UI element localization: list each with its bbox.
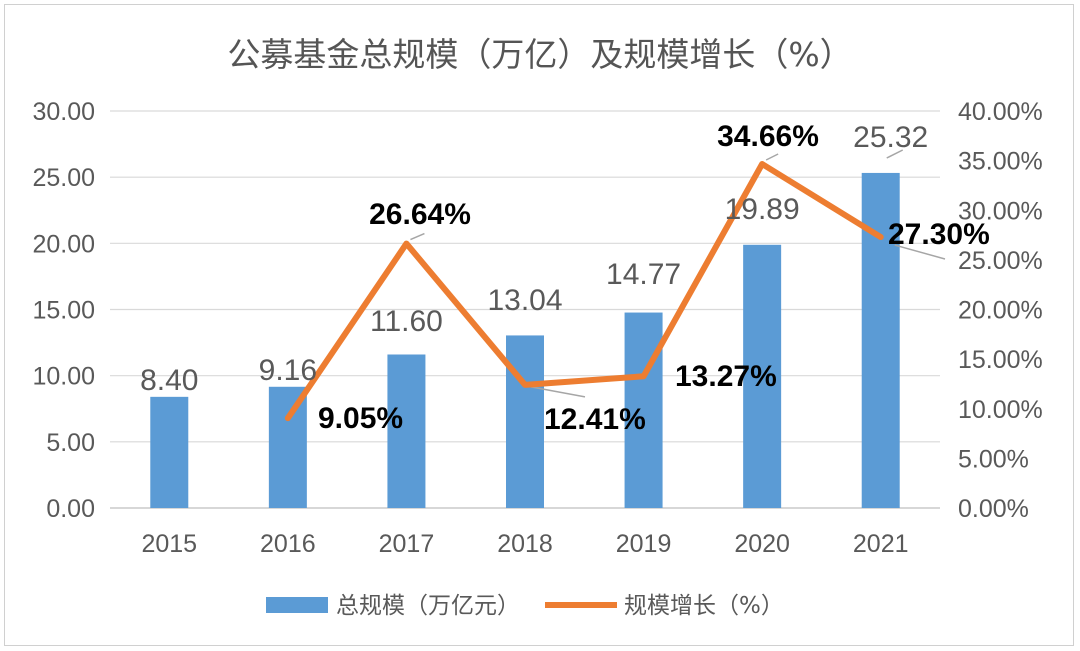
legend: 总规模（万亿元） 规模增长（%） xyxy=(266,593,784,619)
line-data-label: 34.66% xyxy=(717,120,819,153)
bar-data-labels: 8.40 9.16 11.60 13.04 14.77 19.89 25.32 xyxy=(140,121,928,397)
left-tick-label: 30.00 xyxy=(32,98,95,126)
legend-label-line: 规模增长（%） xyxy=(624,593,784,619)
line-data-label: 26.64% xyxy=(369,198,471,231)
left-tick-label: 25.00 xyxy=(32,164,95,192)
left-tick-label: 5.00 xyxy=(46,429,95,457)
line-data-label: 27.30% xyxy=(888,218,990,251)
chart-title: 公募基金总规模（万亿）及规模增长（%） xyxy=(227,35,852,74)
right-tick-label: 25.00% xyxy=(958,247,1043,275)
x-tick-label: 2020 xyxy=(734,530,790,558)
right-tick-label: 15.00% xyxy=(958,346,1043,374)
bar-data-label: 8.40 xyxy=(140,364,198,397)
left-tick-label: 15.00 xyxy=(32,297,95,325)
line-series xyxy=(284,160,884,422)
bar-data-label: 11.60 xyxy=(370,305,443,338)
gridlines xyxy=(110,110,940,509)
bar xyxy=(624,312,663,508)
line-data-labels: 9.05% 26.64% 12.41% 13.27% 34.66% 27.30% xyxy=(318,120,990,436)
x-tick-label: 2019 xyxy=(616,530,672,558)
x-tick-label: 2016 xyxy=(260,530,316,558)
series-line xyxy=(284,160,884,422)
bar xyxy=(387,354,426,508)
legend-swatch-bar xyxy=(266,597,328,613)
right-tick-label: 20.00% xyxy=(958,297,1043,325)
bar-data-label: 14.77 xyxy=(606,258,681,291)
bar xyxy=(743,244,782,508)
left-tick-label: 10.00 xyxy=(32,363,95,391)
line-data-label: 9.05% xyxy=(318,402,403,435)
bar xyxy=(150,396,189,508)
right-tick-label: 40.00% xyxy=(958,98,1043,126)
legend-label-bar: 总规模（万亿元） xyxy=(336,593,520,619)
leader-line xyxy=(530,386,586,398)
right-tick-label: 0.00% xyxy=(958,495,1029,523)
right-tick-label: 35.00% xyxy=(958,148,1043,176)
right-tick-label: 30.00% xyxy=(958,197,1043,225)
bar-data-label: 25.32 xyxy=(853,121,928,154)
bar-data-label: 13.04 xyxy=(487,284,562,317)
x-axis-ticks: 2015 2016 2017 2018 2019 2020 2021 xyxy=(141,530,908,558)
leader-line xyxy=(894,244,946,260)
bar xyxy=(268,386,307,508)
leader-line xyxy=(410,232,425,241)
x-tick-label: 2018 xyxy=(497,530,553,558)
bar-data-label: 19.89 xyxy=(725,193,800,226)
x-tick-label: 2015 xyxy=(141,530,197,558)
leader-line xyxy=(886,149,904,159)
leader-line xyxy=(765,153,779,161)
line-data-label: 12.41% xyxy=(544,403,646,436)
bar xyxy=(506,335,544,508)
x-tick-label: 2021 xyxy=(853,530,909,558)
line-data-label: 13.27% xyxy=(675,360,777,393)
label-leader-lines xyxy=(410,149,946,398)
right-axis-ticks: 0.00% 5.00% 10.00% 15.00% 20.00% 25.00% 30.00%… xyxy=(958,98,1043,523)
right-tick-label: 5.00% xyxy=(958,445,1029,473)
x-tick-label: 2017 xyxy=(379,530,435,558)
right-tick-label: 10.00% xyxy=(958,396,1043,424)
left-tick-label: 0.00 xyxy=(46,495,95,523)
bar-data-label: 9.16 xyxy=(259,354,317,387)
bar-series xyxy=(150,172,900,508)
left-tick-label: 20.00 xyxy=(32,230,95,258)
left-axis-ticks: 0.00 5.00 10.00 15.00 20.00 25.00 30.00 xyxy=(32,98,95,523)
